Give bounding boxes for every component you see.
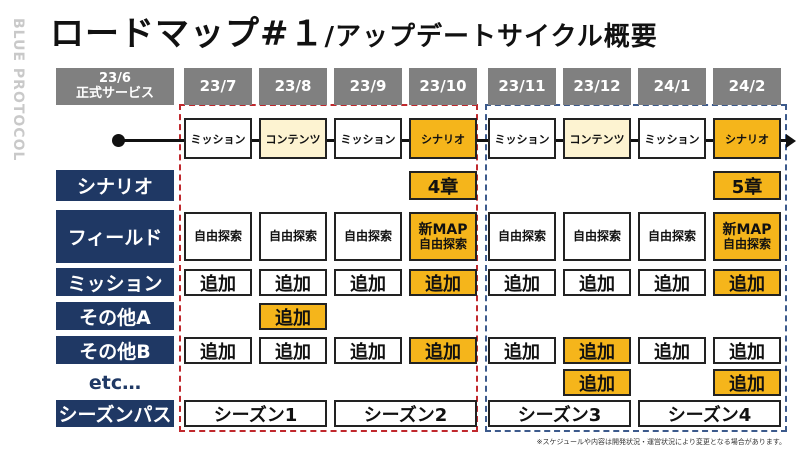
- stage-box: ミッション: [638, 118, 706, 159]
- stage-box: ミッション: [184, 118, 252, 159]
- other-b-add-box: 追加: [638, 337, 706, 364]
- field-box: 新MAP 自由探索: [409, 212, 477, 261]
- row-label-field: フィールド: [56, 210, 174, 263]
- header-month: 23/8: [259, 68, 327, 105]
- field-box: 自由探索: [334, 212, 402, 261]
- seasons-3-4-bracket: [485, 104, 787, 432]
- mission-add-box: 追加: [713, 269, 781, 296]
- mission-add-box: 追加: [409, 269, 477, 296]
- season-box: シーズン4: [638, 400, 781, 427]
- row-label-mission: ミッション: [56, 268, 174, 296]
- field-text: 自由探索: [418, 236, 467, 251]
- stage-box: シナリオ: [713, 118, 781, 159]
- field-text: 自由探索: [647, 228, 696, 243]
- field-box: 自由探索: [184, 212, 252, 261]
- field-text: 自由探索: [722, 236, 771, 251]
- header-month: 23/9: [334, 68, 402, 105]
- disclaimer-note: ※スケジュールや内容は開発状況・運営状況により変更となる場合があります。: [536, 438, 786, 446]
- season-box: シーズン1: [184, 400, 327, 427]
- field-box: 自由探索: [488, 212, 556, 261]
- stage-box: コンテンツ: [563, 118, 631, 159]
- stage-box: ミッション: [334, 118, 402, 159]
- mission-add-box: 追加: [638, 269, 706, 296]
- header-month: 23/10: [409, 68, 477, 105]
- field-box: 自由探索: [563, 212, 631, 261]
- mission-add-box: 追加: [563, 269, 631, 296]
- launch-date: 23/6: [99, 71, 131, 87]
- seasons-1-2-bracket: [179, 104, 478, 432]
- row-label-other-b: その他B: [56, 336, 174, 364]
- field-text: 自由探索: [497, 228, 546, 243]
- header-month: 23/12: [563, 68, 631, 105]
- other-a-add-box: 追加: [259, 303, 327, 330]
- launch-label: 正式サービス: [75, 85, 154, 101]
- brand-logo-vertical: BLUE PROTOCOL: [10, 18, 26, 162]
- season-box: シーズン2: [334, 400, 477, 427]
- row-label-season-pass: シーズンパス: [56, 400, 174, 427]
- other-b-add-box: 追加: [409, 337, 477, 364]
- other-b-add-box: 追加: [563, 337, 631, 364]
- title-sub: /アップデートサイクル概要: [324, 22, 658, 52]
- field-box: 自由探索: [638, 212, 706, 261]
- field-text: 新MAP: [418, 221, 468, 238]
- row-label-other-a: その他A: [56, 302, 174, 330]
- header-launch: 23/6 正式サービス: [56, 68, 174, 105]
- field-box: 自由探索: [259, 212, 327, 261]
- header-month: 24/2: [713, 68, 781, 105]
- timeline-arrow-icon: [786, 134, 796, 148]
- field-text: 自由探索: [268, 228, 317, 243]
- scenario-chapter-box: 5章: [713, 171, 781, 200]
- field-text: 新MAP: [722, 221, 772, 238]
- other-b-add-box: 追加: [334, 337, 402, 364]
- other-b-add-box: 追加: [713, 337, 781, 364]
- header-month: 23/7: [184, 68, 252, 105]
- row-label-etc: etc…: [88, 372, 142, 394]
- stage-box: コンテンツ: [259, 118, 327, 159]
- stage-box: シナリオ: [409, 118, 477, 159]
- mission-add-box: 追加: [184, 269, 252, 296]
- other-b-add-box: 追加: [184, 337, 252, 364]
- header-month: 24/1: [638, 68, 706, 105]
- header-month: 23/11: [488, 68, 556, 105]
- scenario-chapter-box: 4章: [409, 171, 477, 200]
- stage-box: ミッション: [488, 118, 556, 159]
- other-b-add-box: 追加: [488, 337, 556, 364]
- row-label-scenario: シナリオ: [56, 170, 174, 201]
- page-title: ロードマップ#１/アップデートサイクル概要: [50, 6, 658, 55]
- title-main: ロードマップ#１: [50, 14, 325, 54]
- field-text: 自由探索: [343, 228, 392, 243]
- mission-add-box: 追加: [259, 269, 327, 296]
- field-box: 新MAP 自由探索: [713, 212, 781, 261]
- field-text: 自由探索: [572, 228, 621, 243]
- etc-add-box: 追加: [563, 369, 631, 396]
- season-box: シーズン3: [488, 400, 631, 427]
- etc-add-box: 追加: [713, 369, 781, 396]
- mission-add-box: 追加: [488, 269, 556, 296]
- other-b-add-box: 追加: [259, 337, 327, 364]
- timeline-start-dot: [112, 134, 125, 147]
- field-text: 自由探索: [193, 228, 242, 243]
- mission-add-box: 追加: [334, 269, 402, 296]
